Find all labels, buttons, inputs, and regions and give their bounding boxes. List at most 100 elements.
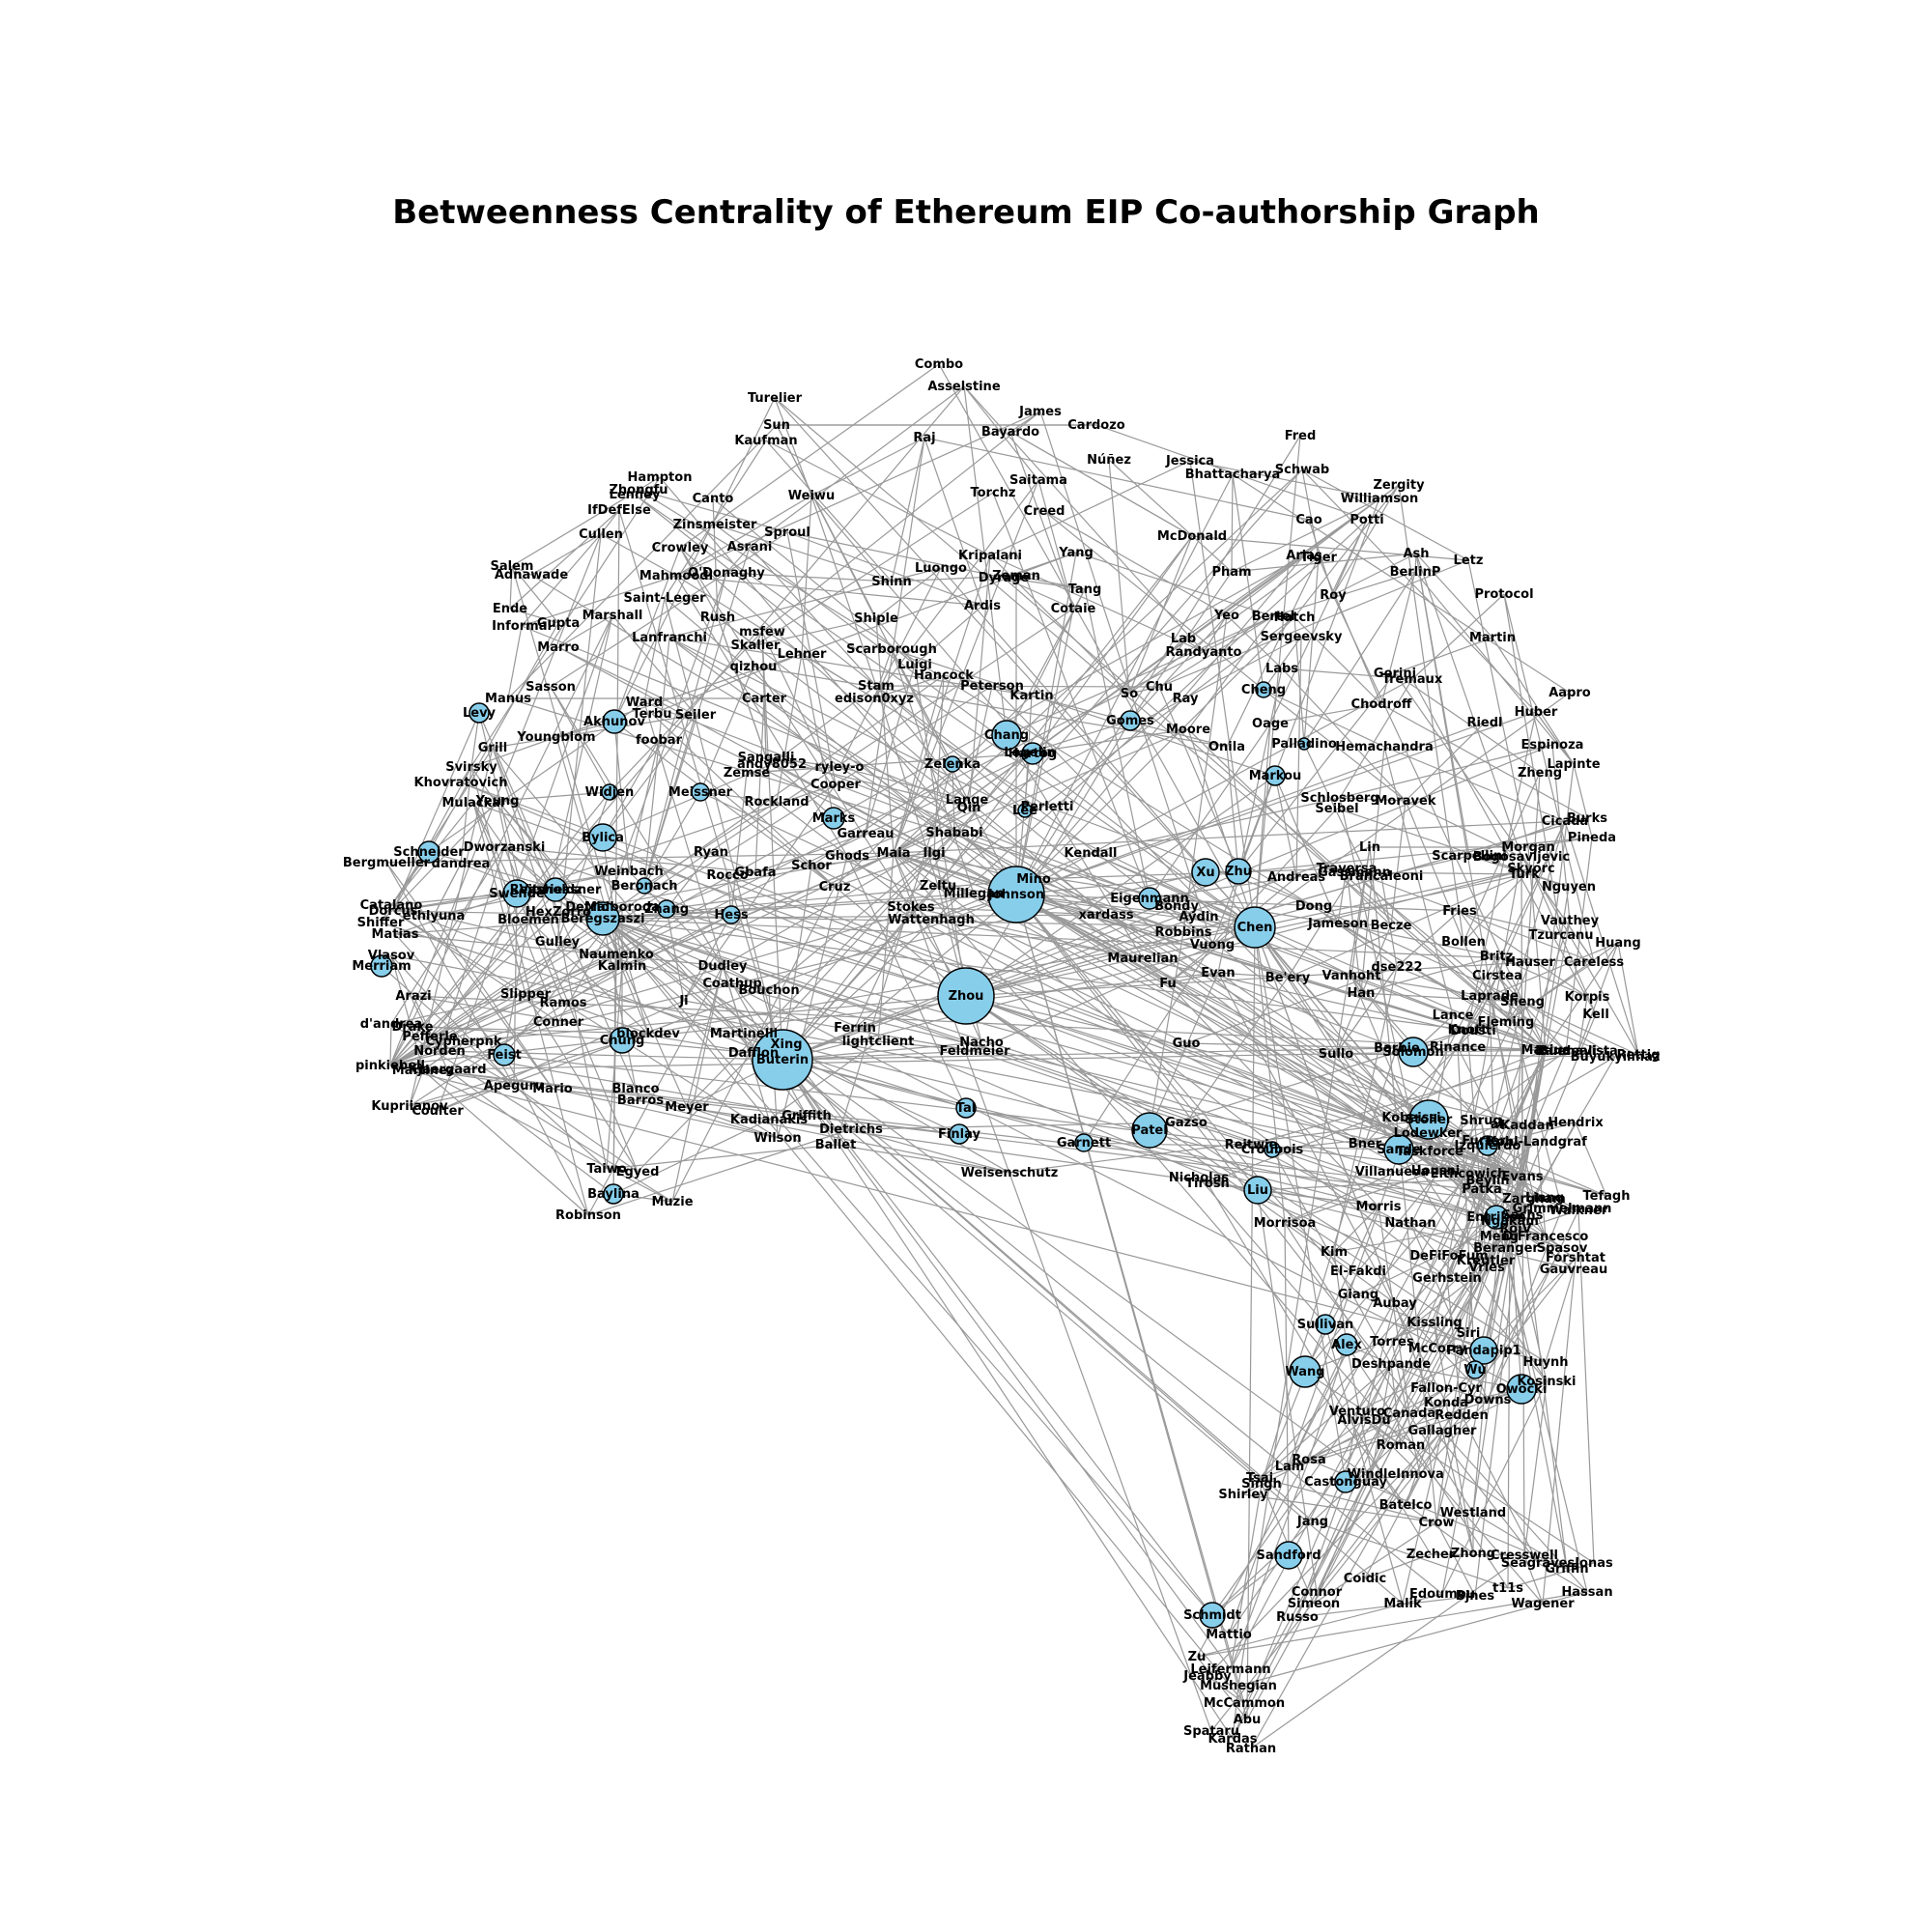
node-label: Wattenhagh — [888, 913, 975, 927]
node-label: Grill — [478, 741, 507, 755]
edge — [433, 915, 554, 1090]
edge — [550, 572, 727, 688]
edge — [781, 469, 1303, 1061]
node-label: Zhu — [1225, 865, 1252, 879]
node-label: Lin — [1359, 840, 1380, 855]
node-label: Lenney — [610, 488, 661, 502]
edge — [1015, 894, 1539, 1564]
node-label: Svirsky — [445, 760, 497, 775]
edge — [963, 385, 1008, 736]
edge — [1383, 746, 1566, 822]
node-label: Meyer — [665, 1100, 709, 1115]
node-label: Gulley — [535, 935, 581, 950]
edge — [492, 714, 696, 749]
edge — [651, 653, 803, 715]
node-label: Terbu — [633, 707, 672, 722]
node-label: Randyanto — [1166, 645, 1242, 660]
edge — [666, 886, 836, 910]
node-label: Ngakam — [1481, 1214, 1539, 1229]
edge — [556, 791, 611, 943]
edge — [557, 614, 613, 648]
node-label: Zu — [1188, 1650, 1207, 1664]
node-label: Rocco — [706, 868, 748, 883]
edge — [966, 685, 993, 801]
node-layer — [370, 681, 1537, 1629]
edge — [638, 489, 788, 533]
node-label: Coathup — [702, 977, 761, 991]
node-label: Kadianakis — [730, 1113, 809, 1127]
edge — [1095, 424, 1368, 521]
edge — [1346, 867, 1362, 994]
edge — [893, 852, 1448, 1279]
node-label: Wu — [1463, 1363, 1487, 1378]
graph-node — [543, 877, 568, 902]
edge — [1350, 975, 1414, 1053]
node-label: Rinance — [1430, 1040, 1486, 1055]
edge — [634, 494, 877, 687]
edge — [1474, 763, 1575, 1597]
node-label: Patka — [1462, 1182, 1502, 1197]
node-label: Büyükyilmaz — [1571, 1050, 1661, 1065]
edge — [1337, 867, 1348, 924]
edge — [381, 965, 608, 1170]
node-label: Tsai — [1246, 1471, 1273, 1486]
edge — [726, 865, 812, 876]
edge — [1527, 837, 1593, 848]
node-label: RoiV — [1499, 1222, 1531, 1236]
edge — [1353, 871, 1595, 963]
node-label: Kosinski — [1517, 1375, 1576, 1389]
edge — [390, 1023, 623, 1041]
node-label: Eithcowich — [1431, 1167, 1507, 1181]
node-label: Morgan — [1501, 840, 1555, 855]
edge — [602, 674, 945, 920]
node-label: Coulter — [412, 1104, 464, 1119]
edge — [1296, 1049, 1547, 1618]
node-label: Tzurcanu — [1528, 928, 1593, 943]
node-label: Zemse — [724, 766, 771, 781]
node-label: Coidic — [1344, 1572, 1386, 1586]
node-label: Ardis — [964, 599, 1001, 613]
edge — [1400, 1220, 1511, 1446]
edge — [389, 608, 1074, 1066]
edge — [1269, 703, 1382, 724]
edge — [1487, 1208, 1563, 1401]
node-label: Forshtat — [1546, 1251, 1605, 1265]
edge — [612, 953, 617, 1195]
edge — [389, 1023, 392, 1066]
node-label: Seiler — [675, 708, 717, 723]
edge — [1394, 672, 1541, 774]
edge — [389, 1026, 413, 1066]
edge — [893, 636, 1302, 854]
graph-node — [944, 755, 961, 773]
node-label: Stoller — [1406, 1113, 1453, 1127]
graph-node — [1264, 765, 1286, 786]
node-label: Masius — [1521, 1043, 1571, 1058]
node-label: Sande — [1377, 1143, 1421, 1157]
edge — [1441, 1430, 1474, 1554]
node-label: Bondy — [1154, 899, 1199, 914]
edge — [412, 1026, 649, 1035]
node-label: Lance — [1433, 1009, 1474, 1023]
edge — [651, 713, 1017, 895]
node-label: Apeguru — [484, 1079, 544, 1094]
node-label: Ilgi — [923, 846, 945, 861]
edge — [781, 1059, 1261, 1479]
edge — [1237, 870, 1639, 1056]
edge — [893, 820, 1566, 854]
edge — [893, 807, 970, 854]
node-label: Taskforce — [1396, 1145, 1463, 1159]
node-label: Cardozo — [1067, 418, 1125, 433]
node-label: dandrea — [432, 857, 491, 871]
node-label: Cullen — [579, 527, 623, 542]
node-label: Tirosh — [1185, 1177, 1230, 1191]
edge — [725, 531, 788, 574]
node-label: Wang — [1285, 1365, 1324, 1379]
node-label: Schneider — [393, 845, 465, 860]
edge — [865, 664, 916, 835]
edge — [621, 906, 783, 1061]
edge — [686, 965, 724, 1108]
edge — [613, 397, 776, 723]
node-label: Kreutler — [1457, 1254, 1516, 1268]
edge — [1237, 1591, 1588, 1687]
node-label: Liang — [1525, 1191, 1564, 1206]
